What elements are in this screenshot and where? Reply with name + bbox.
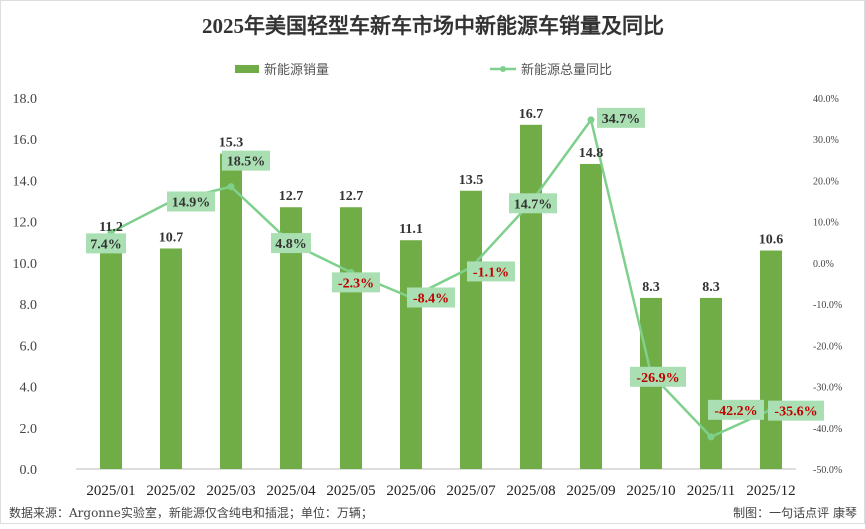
- line-point: [227, 183, 235, 191]
- x-tick-label: 2025/12: [746, 483, 795, 499]
- bar-value-label: 11.2: [99, 220, 123, 235]
- x-tick-label: 2025/04: [266, 483, 316, 499]
- x-tick-label: 2025/02: [146, 483, 195, 499]
- x-tick-label: 2025/05: [326, 483, 375, 499]
- footer-source: 数据来源：Argonne实验室，新能源仅含纯电和插混；单位：万辆；: [9, 505, 373, 520]
- line-value-label: 14.7%: [514, 197, 553, 212]
- bar: [160, 248, 182, 469]
- line-label-bg: [467, 261, 515, 282]
- y2-tick-label: 10.0%: [813, 218, 839, 229]
- line-value-label: 4.8%: [275, 237, 307, 252]
- y2-tick-label: -10.0%: [813, 300, 842, 311]
- y-tick-label: 16.0: [13, 133, 38, 148]
- legend-line-marker: [500, 66, 506, 72]
- y-tick-label: 2.0: [20, 422, 38, 437]
- legend-bar-label: 新能源销量: [264, 62, 329, 78]
- line-label-bg: [222, 150, 270, 171]
- line-label-bg: [509, 193, 557, 214]
- bar-value-label: 14.8: [579, 146, 604, 161]
- y2-tick-label: -50.0%: [813, 465, 842, 476]
- x-tick-label: 2025/08: [506, 483, 555, 499]
- line-label-bg: [630, 366, 686, 387]
- y2-tick-label: -30.0%: [813, 383, 842, 394]
- y-tick-label: 0.0: [20, 463, 38, 478]
- legend-line-label: 新能源总量同比: [521, 62, 612, 78]
- line-label-bg: [597, 107, 645, 128]
- bar-value-label: 15.3: [219, 136, 244, 151]
- chart-title: 2025年美国轻型车新车市场中新能源车销量及同比: [202, 14, 664, 38]
- bar: [580, 163, 602, 469]
- bar-value-label: 8.3: [642, 280, 660, 295]
- line-value-label: -2.3%: [338, 276, 374, 291]
- x-tick-label: 2025/06: [386, 483, 436, 499]
- bar-value-label: 8.3: [702, 280, 720, 295]
- y-tick-label: 4.0: [20, 381, 38, 396]
- bar: [520, 124, 542, 470]
- x-tick-label: 2025/09: [566, 483, 615, 499]
- line-label-bg: [271, 233, 311, 254]
- x-tick-label: 2025/07: [446, 483, 496, 499]
- bar: [100, 238, 122, 469]
- bar: [760, 250, 782, 469]
- legend-bar-swatch: [235, 65, 259, 73]
- line-value-label: -8.4%: [413, 292, 449, 307]
- footer-credit: 制图：一句话点评 康琴: [733, 505, 857, 520]
- line-value-label: 34.7%: [602, 112, 641, 127]
- y-tick-label: 6.0: [20, 339, 38, 354]
- bar-value-label: 11.1: [399, 222, 423, 237]
- bar: [340, 207, 362, 469]
- y2-tick-label: 0.0%: [813, 259, 834, 270]
- line-label-bg: [708, 399, 764, 420]
- line-label-bg: [86, 233, 126, 254]
- line-value-label: -26.9%: [636, 371, 679, 386]
- line-label-bg: [768, 400, 824, 421]
- line-value-label: 18.5%: [227, 155, 266, 170]
- line-value-label: -1.1%: [473, 265, 509, 280]
- y-tick-label: 8.0: [20, 298, 38, 313]
- bar: [400, 240, 422, 469]
- legend: 新能源销量 新能源总量同比: [235, 62, 612, 78]
- bar-value-label: 13.5: [459, 173, 484, 188]
- y2-tick-label: 30.0%: [813, 135, 839, 146]
- y2-tick-label: 40.0%: [813, 94, 839, 105]
- y-tick-label: 14.0: [13, 174, 38, 189]
- y2-tick-label: -40.0%: [813, 424, 842, 435]
- x-tick-label: 2025/11: [687, 483, 736, 499]
- bar: [700, 297, 722, 469]
- line-value-label: -42.2%: [714, 404, 757, 419]
- y2-tick-label: -20.0%: [813, 341, 842, 352]
- y-tick-label: 18.0: [13, 92, 38, 107]
- x-tick-label: 2025/03: [206, 483, 255, 499]
- line-value-label: 7.4%: [90, 237, 122, 252]
- bar-value-label: 10.7: [159, 230, 184, 245]
- bar: [460, 190, 482, 469]
- x-tick-label: 2025/01: [86, 483, 135, 499]
- bar-value-label: 12.7: [279, 189, 304, 204]
- bar-value-label: 12.7: [339, 189, 364, 204]
- y-tick-label: 12.0: [13, 216, 38, 231]
- y-tick-label: 10.0: [13, 257, 38, 272]
- bar: [220, 153, 242, 469]
- x-tick-label: 2025/10: [626, 483, 675, 499]
- line-point: [707, 433, 715, 441]
- bar-value-label: 16.7: [519, 107, 544, 122]
- yoy-line: [110, 116, 772, 439]
- bar: [280, 207, 302, 469]
- bar-value-label: 10.6: [759, 233, 784, 248]
- line-label-bg: [167, 191, 215, 212]
- y2-tick-label: 20.0%: [813, 176, 839, 187]
- line-label-bg: [407, 287, 455, 308]
- line-value-label: 14.9%: [172, 195, 211, 210]
- line-label-bg: [332, 272, 380, 293]
- line-point: [587, 116, 595, 124]
- line-value-label: -35.6%: [774, 405, 817, 420]
